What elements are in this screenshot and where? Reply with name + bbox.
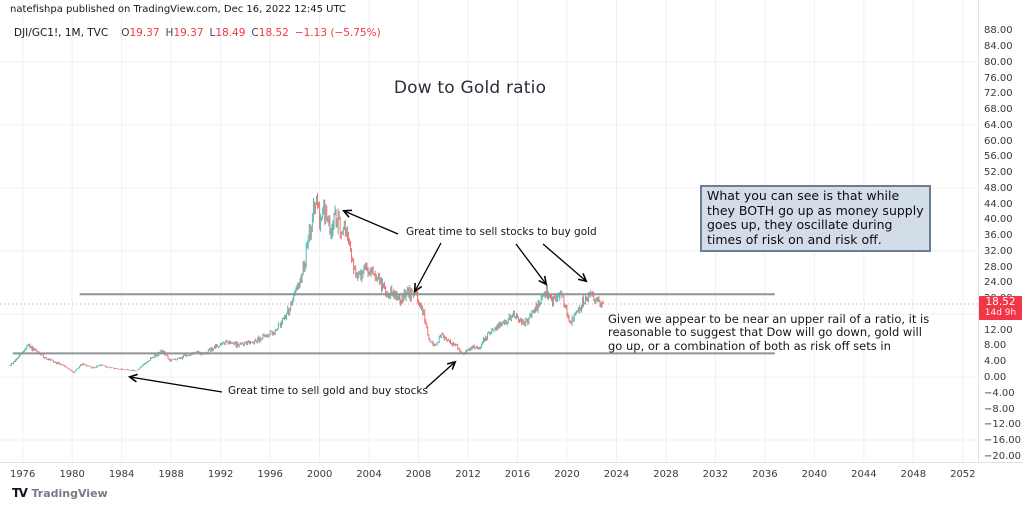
note-text-drawing[interactable]: Given we appear to be near an upper rail… <box>608 312 930 353</box>
drawing-arrow[interactable] <box>127 373 223 393</box>
tradingview-wordmark: TradingView <box>31 486 108 500</box>
drawing-arrow[interactable] <box>542 243 588 283</box>
time-axis-label: 2048 <box>900 469 927 480</box>
price-axis-label: 76.00 <box>984 72 1013 84</box>
callout-text-box[interactable]: What you can see is that while they BOTH … <box>700 185 931 253</box>
time-axis-label: 2028 <box>653 469 679 480</box>
time-axis-label: 1980 <box>59 469 85 480</box>
price-axis-label: −12.00 <box>984 419 1022 431</box>
ohlc-label: H <box>165 27 174 39</box>
annotation-sell-stocks[interactable]: Great time to sell stocks to buy gold <box>406 226 597 238</box>
symbol-legend[interactable]: DJI/GC1!, 1M, TVC O19.37 H19.37 L18.49 C18.5… <box>14 27 381 39</box>
published-attribution: natefishpa published on TradingView.com,… <box>10 4 346 15</box>
time-axis-label: 2020 <box>554 469 580 480</box>
price-axis-label: 52.00 <box>984 167 1013 179</box>
price-axis-label: 24.00 <box>984 277 1013 289</box>
time-axis-label: 1984 <box>108 469 135 480</box>
time-axis-label: 2040 <box>801 469 828 480</box>
annotation-sell-gold[interactable]: Great time to sell gold and buy stocks <box>228 385 428 397</box>
trendline-rails[interactable] <box>12 293 775 355</box>
drawing-arrow[interactable] <box>342 209 399 235</box>
price-axis-label: 80.00 <box>984 56 1013 68</box>
ohlc-value: 19.37 <box>173 27 204 39</box>
grid-lines <box>0 0 978 462</box>
time-axis-label: 2016 <box>504 469 531 480</box>
ohlc-value: 19.37 <box>129 27 160 39</box>
ohlc-label: O <box>121 27 130 39</box>
price-axis-label: 12.00 <box>984 324 1013 336</box>
price-axis-label: 84.00 <box>984 41 1013 53</box>
time-axis-label: 1996 <box>257 469 283 480</box>
tradingview-mark-icon: TV <box>12 486 28 500</box>
tradingview-logo[interactable]: TV TradingView <box>12 486 108 500</box>
price-axis-label: 40.00 <box>984 214 1013 226</box>
price-axis-label: 4.00 <box>984 356 1007 368</box>
ohlc-value: 18.52 <box>258 27 289 39</box>
bar-close-countdown: 14d 9h <box>984 308 1017 319</box>
text-line: Given we appear to be near an upper rail… <box>608 312 930 326</box>
price-axis-label: 72.00 <box>984 88 1013 100</box>
price-axis-label: 28.00 <box>984 261 1013 273</box>
price-axis-label: 32.00 <box>984 245 1013 257</box>
price-axis-label: −4.00 <box>984 387 1015 399</box>
time-axis-label: 2008 <box>405 469 432 480</box>
time-axis-label: 2012 <box>455 469 481 480</box>
annotation-arrows[interactable] <box>127 209 588 393</box>
price-axis-label: 60.00 <box>984 135 1013 147</box>
symbol-title[interactable]: DJI/GC1!, 1M, TVC <box>14 27 109 39</box>
legend-change: −1.13 (−5.75%) <box>294 27 381 39</box>
price-axis-label: 8.00 <box>984 340 1007 352</box>
text-line: they BOTH go up as money supply <box>707 202 924 218</box>
text-line: What you can see is that while <box>707 188 900 203</box>
price-axis-label: 64.00 <box>984 119 1013 131</box>
time-axis-label: 2032 <box>702 469 729 480</box>
last-price-value: 18.52 <box>985 296 1016 309</box>
ohlc-label: C <box>251 27 259 39</box>
drawing-arrow[interactable] <box>425 360 457 389</box>
price-axis-label: −16.00 <box>984 435 1022 447</box>
time-axis-label: 2044 <box>851 469 877 480</box>
price-axis-label: 56.00 <box>984 151 1013 163</box>
time-axis-label: 1988 <box>158 469 184 480</box>
text-line: go up, or a combination of both as risk … <box>608 338 891 353</box>
price-axis-label: 88.00 <box>984 25 1013 37</box>
text-line: reasonable to suggest that Dow will go d… <box>608 325 922 340</box>
price-axis-label: 68.00 <box>984 104 1013 116</box>
price-axis-label: −20.00 <box>984 450 1022 462</box>
ohlc-label: L <box>209 27 216 39</box>
time-axis-label: 2024 <box>603 469 630 480</box>
time-axis-label: 2036 <box>752 469 778 480</box>
price-axis-label: 0.00 <box>984 372 1007 383</box>
ohlc-value: 18.49 <box>215 27 246 39</box>
text-line: times of risk on and risk off. <box>707 231 882 247</box>
price-axis-label: 44.00 <box>984 198 1013 210</box>
drawing-arrow[interactable] <box>413 242 442 293</box>
last-price-badge: 18.52 14d 9h <box>979 296 1022 321</box>
drawing-arrow[interactable] <box>515 243 548 286</box>
price-axis-label: −8.00 <box>984 403 1015 415</box>
price-axis-label: 36.00 <box>984 230 1013 242</box>
axis-borders <box>0 0 1023 463</box>
chart-title-drawing[interactable]: Dow to Gold ratio <box>393 78 547 98</box>
time-axis-label: 2000 <box>306 469 333 480</box>
time-axis-label: 1992 <box>207 469 234 480</box>
price-axis-label: 48.00 <box>984 182 1013 194</box>
time-axis-label: 2004 <box>356 469 382 480</box>
time-axis-label: 1976 <box>9 469 36 480</box>
candlestick-series <box>9 192 604 374</box>
text-line: goes up, they oscillate during <box>707 217 893 233</box>
time-axis-label: 2052 <box>950 469 976 480</box>
